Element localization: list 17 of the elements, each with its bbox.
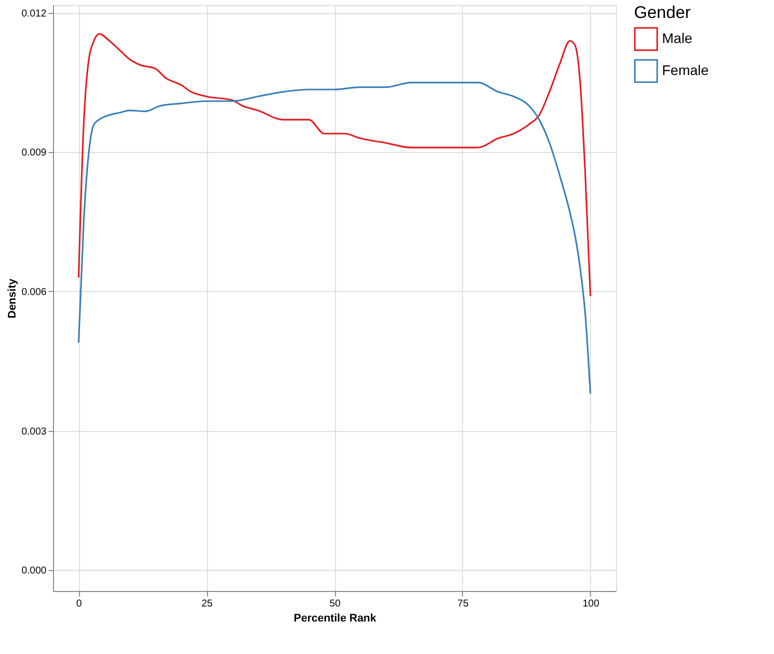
legend-label: Female: [662, 62, 709, 78]
y-axis-title: Density: [6, 278, 18, 318]
y-tick-label: 0.000: [21, 566, 47, 577]
line-series: [78, 82, 592, 394]
x-tick-label: 50: [329, 598, 341, 610]
line-series: [78, 32, 592, 297]
x-tick-label: 25: [201, 598, 214, 610]
y-tick-label: 0.009: [21, 148, 47, 159]
y-tick-label: 0.003: [21, 426, 47, 438]
x-axis-title: Percentile Rank: [294, 612, 378, 624]
y-tick-label: 0.006: [21, 287, 47, 298]
x-tick-label: 100: [582, 598, 600, 610]
y-tick-label: 0.012: [21, 8, 47, 20]
legend-title: Gender: [634, 3, 692, 22]
x-tick-label: 0: [76, 598, 82, 610]
legend-label: Male: [662, 30, 693, 46]
x-tick-label: 75: [457, 598, 469, 610]
